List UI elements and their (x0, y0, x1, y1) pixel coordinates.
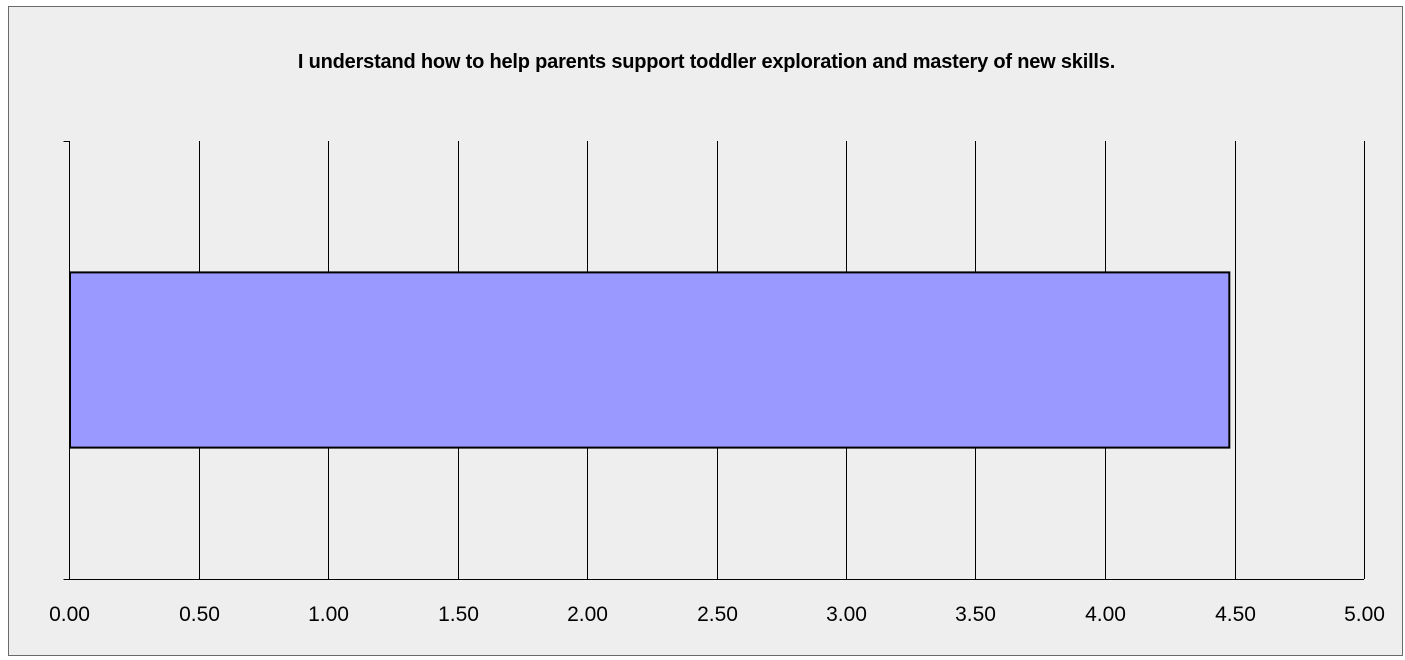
bars (69, 271, 1231, 449)
x-tick-label: 5.00 (1344, 603, 1385, 626)
x-tick-label: 3.50 (955, 603, 996, 626)
x-tick-label: 1.00 (308, 603, 349, 626)
x-tick-label: 2.00 (567, 603, 608, 626)
x-tick-label: 0.50 (179, 603, 220, 626)
x-tick-labels: 0.00 0.50 1.00 1.50 2.00 2.50 3.00 3.50 4.00 4.50… (49, 603, 1385, 626)
bar (69, 271, 1231, 449)
x-tick-label: 1.50 (438, 603, 479, 626)
x-tick-label: 4.50 (1215, 603, 1256, 626)
x-tick-label: 4.00 (1085, 603, 1126, 626)
chart-title: I understand how to help parents support… (297, 51, 1116, 73)
x-tick-label: 2.50 (697, 603, 738, 626)
x-tick-label: 3.00 (826, 603, 867, 626)
x-tick-label: 0.00 (49, 603, 90, 626)
